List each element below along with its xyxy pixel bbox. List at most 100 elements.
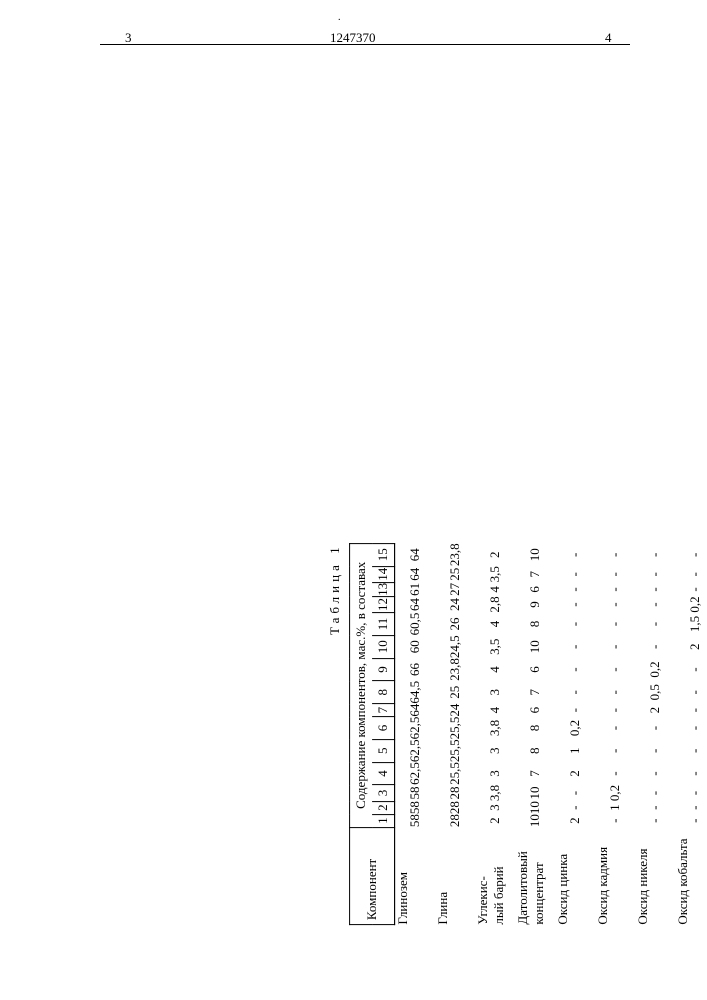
cell: 8 xyxy=(515,739,555,762)
cell: 28 xyxy=(435,785,475,801)
cell: - xyxy=(675,785,707,801)
cell: - xyxy=(635,785,675,801)
cell: 6 xyxy=(515,582,555,596)
cell: 6 xyxy=(515,658,555,681)
cell: 1 xyxy=(595,801,635,814)
cell: 9 xyxy=(515,596,555,612)
cell: - xyxy=(675,717,707,740)
row-label: Углекис-лый барий xyxy=(475,827,515,924)
table-row: Оксид кадмия-10,2------------ xyxy=(595,543,635,924)
cell: - xyxy=(635,801,675,814)
cell: - xyxy=(555,543,595,566)
cell: 24,5 xyxy=(435,635,475,658)
cell: 25 xyxy=(435,566,475,582)
cell: 60 xyxy=(395,635,436,658)
cell: - xyxy=(595,658,635,681)
col-num: 10 xyxy=(372,635,395,658)
cell: 2 xyxy=(555,762,595,785)
col-num: 15 xyxy=(372,543,395,566)
row-label: Оксид кобальта xyxy=(675,827,707,924)
col-num: 4 xyxy=(372,762,395,785)
table-row: Глинозем58585862,562,562,56464,5666060,5… xyxy=(395,543,436,924)
cell: 25 xyxy=(435,681,475,704)
cell: - xyxy=(555,582,595,596)
col-num: 5 xyxy=(372,739,395,762)
table-row: Глина28282825,525,525,5242523,824,526242… xyxy=(435,543,475,924)
col-num: 1 xyxy=(372,814,395,827)
row-label: Оксид никеля xyxy=(635,827,675,924)
cell: - xyxy=(675,681,707,704)
cell: 3,5 xyxy=(475,635,515,658)
cell: - xyxy=(595,543,635,566)
header-rule xyxy=(100,44,630,45)
table-row: Датолитовыйконцентрат1010107886761089671… xyxy=(515,543,555,924)
row-label: Оксид цинка xyxy=(555,827,595,924)
cell: 23,8 xyxy=(435,658,475,681)
col-num: 8 xyxy=(372,681,395,704)
cell: 64 xyxy=(395,566,436,582)
cell: 28 xyxy=(435,801,475,814)
cell: 64 xyxy=(395,704,436,717)
cell: 2 xyxy=(635,704,675,717)
cell: 23,8 xyxy=(435,543,475,566)
col-num: 9 xyxy=(372,658,395,681)
table-group-header-row: Компонент Содержание компонентов, мас.%,… xyxy=(350,543,373,924)
cell: - xyxy=(635,635,675,658)
cell: 7 xyxy=(515,681,555,704)
cell: 10 xyxy=(515,543,555,566)
table-caption-row: Таблица 1 xyxy=(327,543,350,924)
cell: - xyxy=(675,566,707,582)
cell: 3,8 xyxy=(475,717,515,740)
col-num: 11 xyxy=(372,613,395,636)
cell: 8 xyxy=(515,717,555,740)
cell: - xyxy=(595,814,635,827)
cell: 3,5 xyxy=(475,566,515,582)
cell: - xyxy=(555,566,595,582)
cell: - xyxy=(675,814,707,827)
cell: - xyxy=(595,717,635,740)
cell: 4 xyxy=(475,704,515,717)
table-caption: Таблица 1 xyxy=(327,543,350,924)
cell: - xyxy=(595,681,635,704)
row-label: Датолитовыйконцентрат xyxy=(515,827,555,924)
row-label: Глинозем xyxy=(395,827,436,924)
cell: 4 xyxy=(475,613,515,636)
stub-header: Компонент xyxy=(350,827,395,924)
cell: - xyxy=(635,739,675,762)
cell: 10 xyxy=(515,801,555,814)
table-row: Оксид никеля------20,50,2------ xyxy=(635,543,675,924)
cell: 28 xyxy=(435,814,475,827)
cell: - xyxy=(555,681,595,704)
cell: - xyxy=(555,613,595,636)
cell: 3 xyxy=(475,739,515,762)
cell: 3 xyxy=(475,801,515,814)
cell: 24 xyxy=(435,704,475,717)
cell: - xyxy=(635,814,675,827)
cell: 3 xyxy=(475,762,515,785)
cell: 10 xyxy=(515,785,555,801)
cell: - xyxy=(675,704,707,717)
row-label: Оксид кадмия xyxy=(595,827,635,924)
cell: - xyxy=(555,801,595,814)
cell: 0,2 xyxy=(555,717,595,740)
cell: - xyxy=(555,785,595,801)
cell: - xyxy=(595,635,635,658)
cell: 1 xyxy=(555,739,595,762)
page-dot: . xyxy=(338,12,341,23)
cell: - xyxy=(675,582,707,596)
cell: 62,5 xyxy=(395,762,436,785)
cell: 1,5 xyxy=(675,613,707,636)
cell: - xyxy=(595,613,635,636)
cell: - xyxy=(595,739,635,762)
cell: 66 xyxy=(395,658,436,681)
cell: 10 xyxy=(515,635,555,658)
group-header: Содержание компонентов, мас.%, в состава… xyxy=(350,543,373,827)
cell: 2 xyxy=(475,814,515,827)
cell: 25,5 xyxy=(435,762,475,785)
cell: 3 xyxy=(475,681,515,704)
cell: 7 xyxy=(515,762,555,785)
cell: - xyxy=(595,762,635,785)
col-num: 13 xyxy=(372,582,395,596)
col-num: 14 xyxy=(372,566,395,582)
cell: - xyxy=(635,566,675,582)
